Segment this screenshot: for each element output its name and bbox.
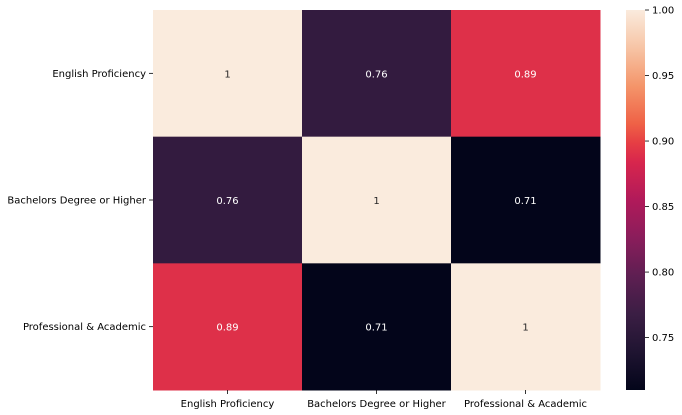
cell-annotation-r0-c0: 1 [224, 69, 230, 80]
colorbar-gradient [626, 10, 645, 390]
cell-annotation-r0-c2: 0.89 [514, 69, 536, 80]
heatmap-cell-r0-c2 [451, 10, 601, 138]
heatmap-cell-r2-c2 [451, 263, 601, 391]
x-tick-label-2: Professional & Academic [464, 399, 587, 410]
cell-annotation-r1-c0: 0.76 [216, 196, 238, 207]
cell-annotation-r0-c1: 0.76 [365, 69, 387, 80]
cell-annotation-r1-c1: 1 [373, 196, 379, 207]
y-axis-tick-labels: English Proficiency Bachelors Degree or H… [7, 69, 153, 333]
heatmap-cell-r2-c0 [153, 263, 303, 391]
cell-annotations: 1 0.76 0.89 0.76 1 0.71 0.89 0.71 1 [216, 69, 536, 333]
y-tick-label-1: Bachelors Degree or Higher [7, 196, 146, 207]
colorbar-tick-label-4: 0.95 [652, 71, 674, 82]
x-tick-label-1: Bachelors Degree or Higher [307, 399, 446, 410]
heatmap-cell-r1-c2 [451, 136, 601, 264]
cell-annotation-r2-c0: 0.89 [216, 323, 238, 334]
heatmap-cell-r2-c1 [302, 263, 452, 391]
colorbar: 0.75 0.80 0.85 0.90 0.95 1.00 [626, 6, 674, 390]
heatmap-cell-r0-c0 [153, 10, 303, 138]
heatmap-cell-r1-c1 [302, 136, 452, 264]
y-tick-label-0: English Proficiency [52, 69, 146, 80]
y-tick-label-2: Professional & Academic [23, 322, 146, 333]
colorbar-tick-label-0: 0.75 [652, 333, 674, 344]
colorbar-tick-label-2: 0.85 [652, 202, 674, 213]
heatmap-cells [153, 10, 601, 391]
cell-annotation-r2-c1: 0.71 [365, 323, 387, 334]
colorbar-tick-label-1: 0.80 [652, 268, 674, 279]
heatmap-cell-r1-c0 [153, 136, 303, 264]
colorbar-tick-label-5: 1.00 [652, 6, 674, 17]
cell-annotation-r2-c2: 1 [522, 323, 528, 334]
x-tick-label-0: English Proficiency [181, 399, 275, 410]
heatmap-cell-r0-c1 [302, 10, 452, 138]
x-axis-tick-labels: English Proficiency Bachelors Degree or H… [181, 390, 587, 410]
colorbar-tick-label-3: 0.90 [652, 137, 674, 148]
cell-annotation-r1-c2: 0.71 [514, 196, 536, 207]
